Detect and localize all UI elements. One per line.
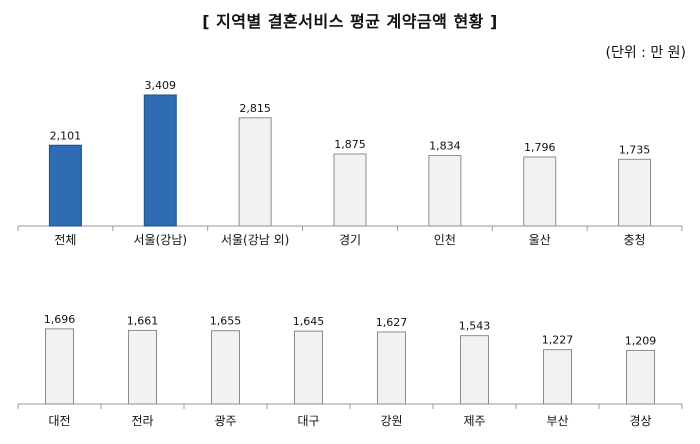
value-label: 1,696 [44,313,76,326]
category-label: 충청 [624,233,646,247]
bar-강원 [377,331,406,405]
value-label: 1,661 [127,314,159,327]
category-label: 울산 [529,233,551,247]
bar-전라 [128,329,157,405]
category-label: 서울(강남) [134,233,188,247]
bar-광주 [211,330,240,405]
unit-label: (단위 : 만 원) [605,45,686,61]
category-label: 서울(강남 외) [221,233,289,247]
chart-title: [ 지역별 결혼서비스 평균 계약금액 현황 ] [202,12,498,31]
bar-서울(강남) [143,94,177,227]
bar-충청 [618,158,652,227]
value-label: 2,815 [239,102,271,115]
category-label: 전체 [54,233,76,247]
value-label: 1,834 [429,140,461,153]
bar-대구 [294,330,323,405]
bar-서울(강남 외) [238,117,272,227]
value-label: 1,655 [210,315,242,328]
bar-경기 [333,153,367,227]
value-label: 1,796 [524,141,556,154]
chart-panel-1: 2,101 전체 3,409 서울(강남) 2,815 서울(강남 외) 1,875 경기 1,… [17,79,683,247]
bar-경상 [626,349,655,405]
category-label: 경상 [629,414,651,428]
bar-부산 [543,349,572,405]
bar-대전 [45,328,74,405]
category-label: 강원 [380,414,402,428]
value-label: 1,227 [542,334,574,347]
value-label: 2,101 [50,129,82,142]
bar-제주 [460,335,489,405]
category-label: 전라 [131,414,153,428]
value-label: 1,543 [459,320,491,333]
category-label: 경기 [339,233,361,247]
category-label: 대구 [297,414,319,428]
category-label: 제주 [463,414,485,428]
bar-인천 [428,155,462,227]
value-label: 1,645 [293,315,325,328]
value-label: 1,627 [376,316,408,329]
bar-전체 [48,144,82,227]
bar-울산 [523,156,557,227]
category-label: 광주 [214,414,236,428]
value-label: 1,875 [334,138,366,151]
value-label: 3,409 [145,79,177,92]
category-label: 부산 [546,414,568,428]
value-label: 1,209 [625,334,657,347]
chart-panel-2: 1,696 대전 1,661 전라 1,655 광주 1,645 대구 1,627 강원 1,543… [17,313,683,428]
category-label: 인천 [434,232,456,247]
category-label: 대전 [48,414,70,428]
value-label: 1,735 [619,143,651,156]
